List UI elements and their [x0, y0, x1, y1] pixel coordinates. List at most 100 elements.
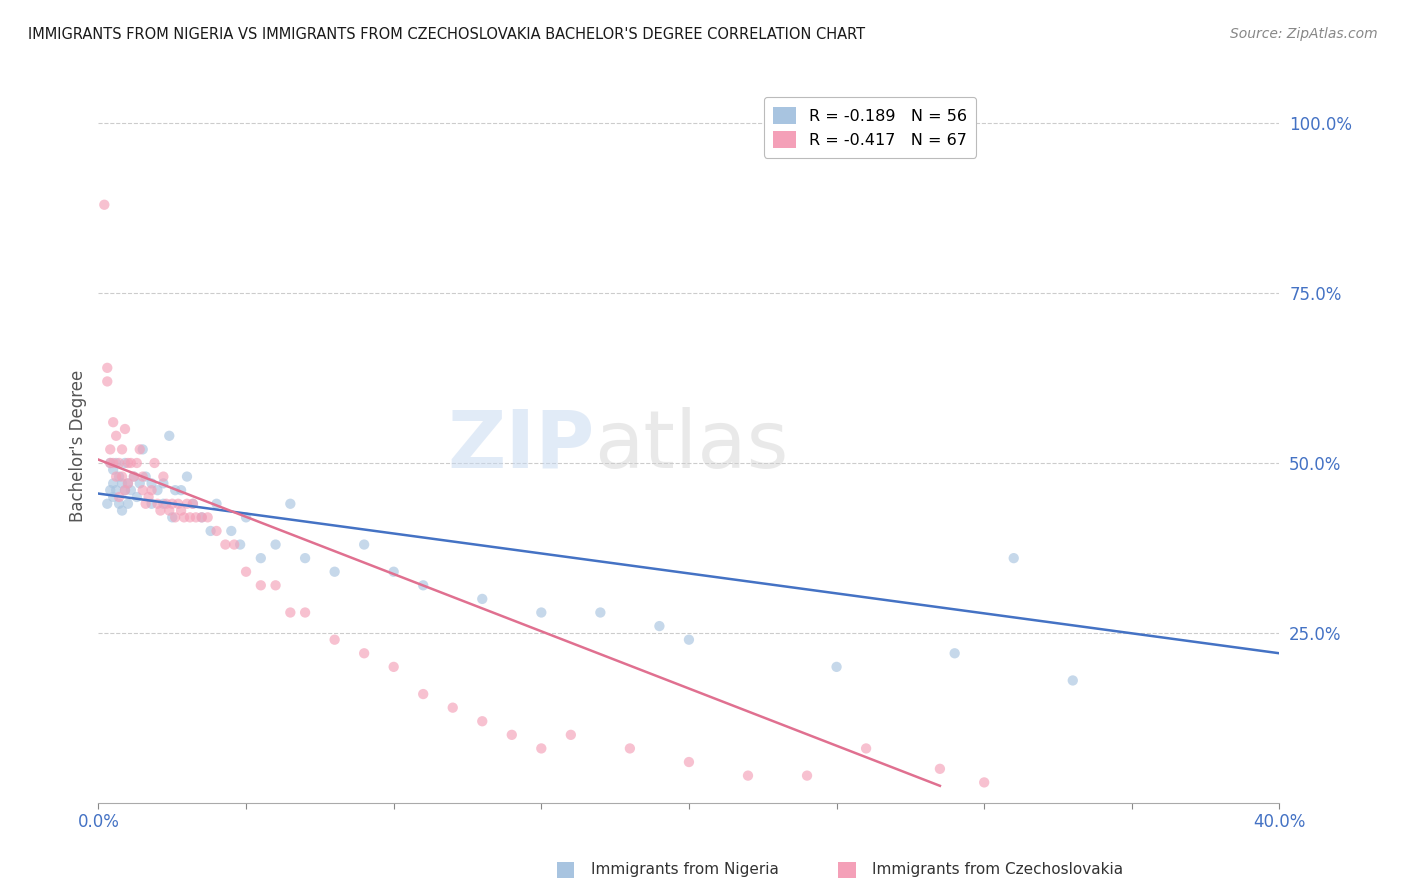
Point	[157, 429, 180, 443]
Point	[117, 456, 139, 470]
Point	[135, 497, 157, 511]
Point	[111, 469, 134, 483]
Point	[105, 469, 128, 483]
Point	[170, 483, 193, 498]
Point	[1062, 673, 1084, 688]
Point	[176, 469, 198, 483]
Point	[98, 456, 121, 470]
Point	[132, 442, 155, 457]
Point	[441, 700, 464, 714]
Point	[796, 769, 818, 783]
Text: Immigrants from Czechoslovakia: Immigrants from Czechoslovakia	[872, 863, 1123, 877]
Text: Source: ZipAtlas.com: Source: ZipAtlas.com	[1230, 27, 1378, 41]
Point	[250, 578, 273, 592]
Point	[143, 456, 166, 470]
Point	[111, 503, 134, 517]
Point	[152, 469, 174, 483]
Point	[117, 497, 139, 511]
Point	[294, 551, 316, 566]
Point	[146, 497, 169, 511]
Point	[114, 422, 136, 436]
Point	[103, 476, 125, 491]
Point	[200, 524, 222, 538]
Point	[103, 463, 125, 477]
Point	[167, 497, 190, 511]
Point	[855, 741, 877, 756]
Point	[165, 510, 187, 524]
Point	[205, 497, 228, 511]
Point	[530, 606, 553, 620]
Text: atlas: atlas	[595, 407, 789, 485]
Point	[120, 456, 142, 470]
Y-axis label: Bachelor's Degree: Bachelor's Degree	[69, 370, 87, 522]
Point	[146, 483, 169, 498]
Point	[93, 198, 115, 212]
Point	[191, 510, 214, 524]
Point	[98, 456, 121, 470]
Point	[181, 497, 204, 511]
Point	[108, 469, 131, 483]
Point	[353, 537, 375, 551]
Point	[162, 510, 183, 524]
Point	[105, 456, 128, 470]
Point	[471, 591, 494, 606]
Text: Immigrants from Nigeria: Immigrants from Nigeria	[591, 863, 779, 877]
Point	[117, 476, 139, 491]
Point	[138, 490, 160, 504]
Point	[678, 755, 700, 769]
Point	[294, 606, 316, 620]
Point	[149, 503, 172, 517]
Point	[214, 537, 236, 551]
Point	[141, 476, 163, 491]
Point	[928, 762, 950, 776]
Point	[825, 660, 848, 674]
Point	[205, 524, 228, 538]
Point	[117, 476, 139, 491]
Point	[229, 537, 252, 551]
Point	[1002, 551, 1025, 566]
Point	[108, 456, 131, 470]
Point	[224, 537, 246, 551]
Point	[235, 510, 257, 524]
Point	[103, 490, 125, 504]
Point	[181, 497, 204, 511]
Point	[235, 565, 257, 579]
Point	[501, 728, 523, 742]
Text: IMMIGRANTS FROM NIGERIA VS IMMIGRANTS FROM CZECHOSLOVAKIA BACHELOR'S DEGREE CORR: IMMIGRANTS FROM NIGERIA VS IMMIGRANTS FR…	[28, 27, 865, 42]
Point	[250, 551, 273, 566]
Point	[382, 660, 405, 674]
Point	[120, 483, 142, 498]
Point	[103, 415, 125, 429]
Point	[108, 497, 131, 511]
Point	[737, 769, 759, 783]
Point	[157, 503, 180, 517]
Point	[162, 497, 183, 511]
Point	[155, 497, 177, 511]
Point	[152, 476, 174, 491]
Point	[105, 429, 128, 443]
Point	[96, 360, 118, 375]
Point	[152, 497, 174, 511]
Point	[191, 510, 214, 524]
Point	[135, 469, 157, 483]
Legend: R = -0.189   N = 56, R = -0.417   N = 67: R = -0.189 N = 56, R = -0.417 N = 67	[763, 97, 976, 158]
Point	[264, 578, 287, 592]
Point	[103, 456, 125, 470]
Point	[128, 476, 150, 491]
Point	[108, 490, 131, 504]
Point	[560, 728, 582, 742]
Point	[943, 646, 966, 660]
Point	[173, 510, 195, 524]
Point	[128, 442, 150, 457]
Point	[382, 565, 405, 579]
Point	[105, 483, 128, 498]
Point	[176, 497, 198, 511]
Text: ZIP: ZIP	[447, 407, 595, 485]
Point	[278, 606, 302, 620]
Point	[353, 646, 375, 660]
Point	[122, 469, 145, 483]
Point	[278, 497, 302, 511]
Point	[96, 375, 118, 389]
Point	[179, 510, 201, 524]
Point	[122, 469, 145, 483]
